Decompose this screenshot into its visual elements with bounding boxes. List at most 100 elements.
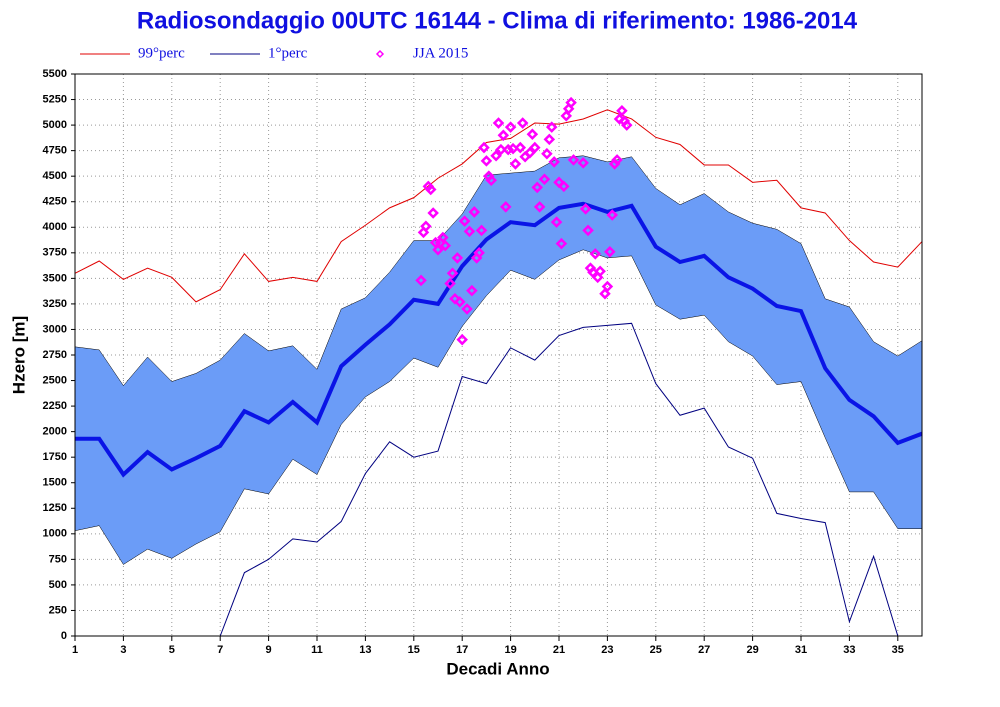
- y-tick-label: 250: [49, 604, 67, 616]
- x-tick-label: 11: [311, 644, 323, 656]
- scatter-point: [439, 239, 452, 252]
- scatter-point: [558, 180, 570, 193]
- x-tick-label: 29: [746, 644, 758, 656]
- scatter-point: [495, 143, 507, 156]
- x-tick-label: 27: [698, 644, 710, 656]
- x-tick-label: 23: [601, 644, 613, 656]
- scatter-point: [533, 201, 546, 213]
- scatter-point: [599, 287, 611, 300]
- scatter-point: [545, 121, 558, 133]
- scatter-point: [432, 243, 444, 256]
- scatter-point: [485, 174, 498, 187]
- y-tick-label: 1000: [43, 528, 67, 540]
- scatter-point: [420, 220, 432, 233]
- legend-label: JJA 2015: [413, 45, 468, 61]
- scatter-point: [451, 252, 464, 264]
- y-tick-label: 3250: [43, 298, 67, 310]
- scatter-point: [466, 284, 478, 297]
- y-tick-label: 2000: [43, 426, 67, 438]
- scatter-point: [424, 183, 437, 196]
- scatter-point: [582, 224, 594, 237]
- y-tick-label: 4750: [43, 145, 67, 157]
- scatter-point: [427, 207, 439, 219]
- scatter-point: [497, 129, 510, 142]
- x-tick-label: 31: [795, 644, 807, 656]
- scatter-point: [437, 231, 449, 244]
- y-tick-label: 2250: [43, 400, 67, 412]
- legend-label: 1°perc: [268, 45, 308, 61]
- y-tick-label: 750: [49, 553, 67, 565]
- series-line: [75, 201, 922, 478]
- scatter-point: [567, 154, 580, 166]
- y-tick-label: 5000: [43, 119, 67, 131]
- y-tick-label: 4500: [43, 170, 67, 182]
- y-tick-label: 2750: [43, 349, 67, 361]
- y-tick-label: 3750: [43, 247, 67, 259]
- scatter-point: [456, 333, 468, 346]
- scatter-point: [509, 158, 522, 170]
- scatter-point: [550, 216, 563, 228]
- scatter-point: [514, 141, 527, 154]
- scatter-point: [458, 215, 471, 227]
- scatter-point: [446, 267, 459, 280]
- scatter-point: [560, 110, 573, 122]
- scatter-point: [463, 225, 476, 238]
- scatter-point: [526, 128, 539, 141]
- series-line: [75, 109, 922, 303]
- y-tick-label: 3000: [43, 323, 67, 335]
- scatter-point: [478, 141, 490, 154]
- band-area: [75, 155, 922, 565]
- x-tick-label: 19: [504, 644, 516, 656]
- chart-title: Radiosondaggio 00UTC 16144 - Clima di ri…: [137, 7, 858, 34]
- scatter-point: [444, 277, 456, 290]
- scatter-point: [620, 119, 633, 131]
- x-tick-label: 9: [266, 644, 272, 656]
- scatter-point: [577, 157, 589, 169]
- scatter-point: [529, 141, 541, 154]
- scatter-point: [606, 209, 619, 221]
- scatter-point: [594, 265, 606, 277]
- scatter-point: [473, 247, 485, 259]
- legend-label: 99°perc: [138, 45, 185, 61]
- x-tick-label: 21: [553, 644, 565, 656]
- scatter-point: [538, 173, 551, 186]
- x-tick-label: 1: [72, 644, 78, 656]
- scatter-point: [548, 156, 560, 168]
- scatter-point: [461, 303, 473, 315]
- scatter-point: [516, 117, 529, 129]
- scatter-point: [543, 133, 556, 146]
- y-tick-label: 1500: [43, 477, 67, 489]
- y-tick-label: 0: [61, 630, 67, 642]
- scatter-point: [589, 248, 602, 260]
- x-tick-label: 33: [843, 644, 855, 656]
- scatter-point: [415, 274, 427, 287]
- x-axis-title: Decadi Anno: [446, 659, 549, 678]
- scatter-point: [604, 246, 616, 258]
- y-tick-label: 1750: [43, 451, 67, 463]
- x-tick-label: 17: [456, 644, 468, 656]
- scatter-point: [611, 154, 623, 166]
- scatter-point: [475, 224, 488, 237]
- series-line: [219, 322, 899, 636]
- plot-area: [75, 74, 922, 636]
- scatter-point: [468, 206, 481, 218]
- scatter-point: [524, 146, 536, 159]
- x-tick-label: 7: [217, 644, 223, 656]
- scatter-point: [449, 293, 461, 305]
- y-tick-label: 4000: [43, 221, 67, 233]
- y-tick-label: 2500: [43, 374, 67, 386]
- y-tick-label: 5500: [43, 68, 67, 80]
- scatter-point: [499, 201, 512, 213]
- x-tick-label: 35: [892, 644, 904, 656]
- x-tick-label: 3: [120, 644, 126, 656]
- y-tick-label: 4250: [43, 196, 67, 208]
- y-tick-label: 1250: [43, 502, 67, 514]
- x-tick-label: 5: [169, 644, 175, 656]
- scatter-point: [555, 237, 568, 250]
- y-tick-label: 5250: [43, 93, 67, 105]
- x-tick-label: 13: [359, 644, 371, 656]
- scatter-point: [565, 96, 577, 109]
- scatter-point: [480, 155, 493, 167]
- scatter-point: [579, 203, 592, 215]
- scatter-point: [454, 296, 466, 308]
